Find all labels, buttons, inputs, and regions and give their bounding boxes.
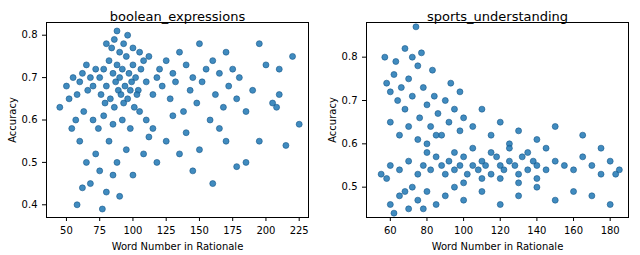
svg-text:100: 100 [123, 225, 142, 236]
svg-text:140: 140 [527, 225, 546, 236]
svg-text:160: 160 [564, 225, 583, 236]
svg-text:200: 200 [256, 225, 275, 236]
svg-text:0.6: 0.6 [22, 114, 38, 125]
svg-text:0.6: 0.6 [342, 138, 358, 149]
svg-text:Word Number in Rationale: Word Number in Rationale [112, 241, 244, 252]
svg-text:0.5: 0.5 [22, 157, 38, 168]
svg-text:60: 60 [384, 225, 397, 236]
svg-text:0.8: 0.8 [342, 51, 358, 62]
svg-text:125: 125 [157, 225, 176, 236]
svg-text:0.7: 0.7 [22, 72, 38, 83]
svg-text:Accuracy: Accuracy [7, 97, 18, 143]
svg-text:150: 150 [190, 225, 209, 236]
svg-text:100: 100 [454, 225, 473, 236]
svg-text:Word Number in Rationale: Word Number in Rationale [432, 241, 564, 252]
svg-text:120: 120 [491, 225, 510, 236]
svg-text:225: 225 [290, 225, 309, 236]
svg-text:0.8: 0.8 [22, 29, 38, 40]
svg-text:50: 50 [60, 225, 73, 236]
svg-text:0.5: 0.5 [342, 181, 358, 192]
svg-text:Accuracy: Accuracy [327, 97, 338, 143]
svg-text:80: 80 [421, 225, 434, 236]
svg-text:boolean_expressions: boolean_expressions [110, 9, 246, 24]
svg-text:175: 175 [223, 225, 242, 236]
svg-text:75: 75 [93, 225, 106, 236]
svg-text:sports_understanding: sports_understanding [427, 9, 568, 24]
svg-text:180: 180 [601, 225, 620, 236]
svg-text:0.7: 0.7 [342, 95, 358, 106]
svg-text:0.4: 0.4 [22, 199, 38, 210]
